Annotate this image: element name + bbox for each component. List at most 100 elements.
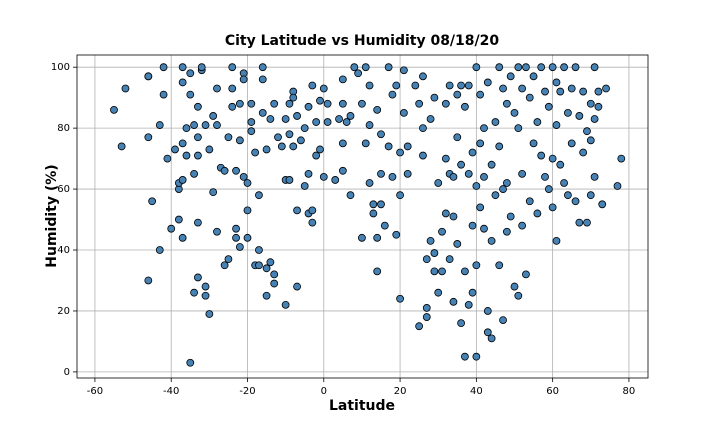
point	[144, 276, 153, 285]
point	[178, 176, 187, 184]
point	[232, 233, 240, 242]
point	[438, 227, 446, 236]
point	[590, 115, 599, 123]
point	[499, 185, 507, 193]
point	[544, 185, 553, 193]
point	[262, 145, 271, 154]
point	[194, 133, 202, 142]
point	[194, 273, 202, 282]
point	[461, 102, 469, 111]
point	[495, 261, 504, 270]
point	[522, 270, 530, 279]
y-tick-label: 100	[51, 62, 70, 73]
point	[186, 69, 195, 78]
point	[487, 334, 496, 343]
point	[270, 99, 279, 108]
point	[262, 264, 271, 273]
point	[358, 99, 366, 108]
point	[449, 297, 458, 306]
point	[247, 127, 256, 136]
point	[384, 63, 393, 72]
x-tick-label: 0	[321, 386, 327, 397]
point	[506, 212, 515, 221]
y-tick-label: 80	[57, 123, 70, 134]
point	[464, 300, 473, 309]
point	[281, 115, 290, 123]
point	[235, 243, 244, 251]
point	[491, 118, 500, 126]
point	[556, 87, 565, 96]
point	[159, 63, 168, 72]
point	[453, 240, 462, 248]
point	[449, 212, 458, 221]
point	[190, 288, 198, 297]
point	[182, 151, 191, 160]
point	[571, 63, 580, 72]
point	[464, 81, 473, 90]
point	[239, 172, 248, 181]
point	[468, 288, 477, 297]
point	[525, 93, 534, 102]
point	[502, 99, 511, 108]
point	[445, 81, 454, 90]
point	[304, 169, 313, 178]
x-tick-label: -60	[87, 386, 103, 397]
point	[560, 63, 568, 72]
point	[495, 142, 504, 151]
point	[457, 160, 465, 169]
point	[201, 121, 210, 129]
point	[476, 139, 485, 148]
point	[575, 112, 584, 120]
point	[270, 270, 279, 279]
point	[441, 209, 450, 218]
point	[293, 282, 301, 291]
point	[163, 154, 172, 163]
point	[590, 63, 599, 72]
y-axis-label: Humidity (%)	[44, 164, 60, 267]
point	[544, 102, 553, 111]
point	[399, 108, 408, 117]
point	[563, 108, 572, 117]
point	[472, 63, 481, 72]
point	[537, 63, 546, 72]
point	[335, 115, 343, 123]
point	[148, 197, 157, 206]
point	[586, 99, 595, 108]
point	[483, 307, 492, 315]
point	[422, 304, 431, 312]
point	[338, 99, 347, 108]
point	[411, 81, 420, 90]
point	[312, 151, 321, 160]
point	[255, 261, 263, 270]
point	[235, 99, 244, 108]
point	[258, 75, 267, 84]
point	[575, 218, 584, 227]
point	[415, 99, 424, 108]
point	[495, 63, 504, 72]
point	[415, 322, 424, 331]
point	[243, 206, 252, 215]
point	[537, 151, 546, 160]
point	[518, 84, 527, 93]
point	[461, 352, 469, 361]
point	[331, 176, 340, 184]
x-tick-label: 20	[394, 386, 407, 397]
point	[380, 221, 389, 230]
point	[384, 142, 393, 151]
point	[441, 154, 450, 163]
point	[373, 105, 382, 114]
point	[178, 63, 187, 72]
point	[251, 148, 260, 157]
x-tick-label: -40	[163, 386, 179, 397]
point	[464, 169, 473, 178]
point	[419, 72, 427, 81]
point	[300, 124, 309, 133]
point	[266, 115, 275, 123]
point	[480, 124, 488, 133]
point	[396, 148, 404, 157]
point	[304, 102, 313, 111]
point	[201, 282, 210, 291]
point	[602, 84, 610, 93]
point	[319, 172, 328, 181]
point	[186, 90, 195, 99]
